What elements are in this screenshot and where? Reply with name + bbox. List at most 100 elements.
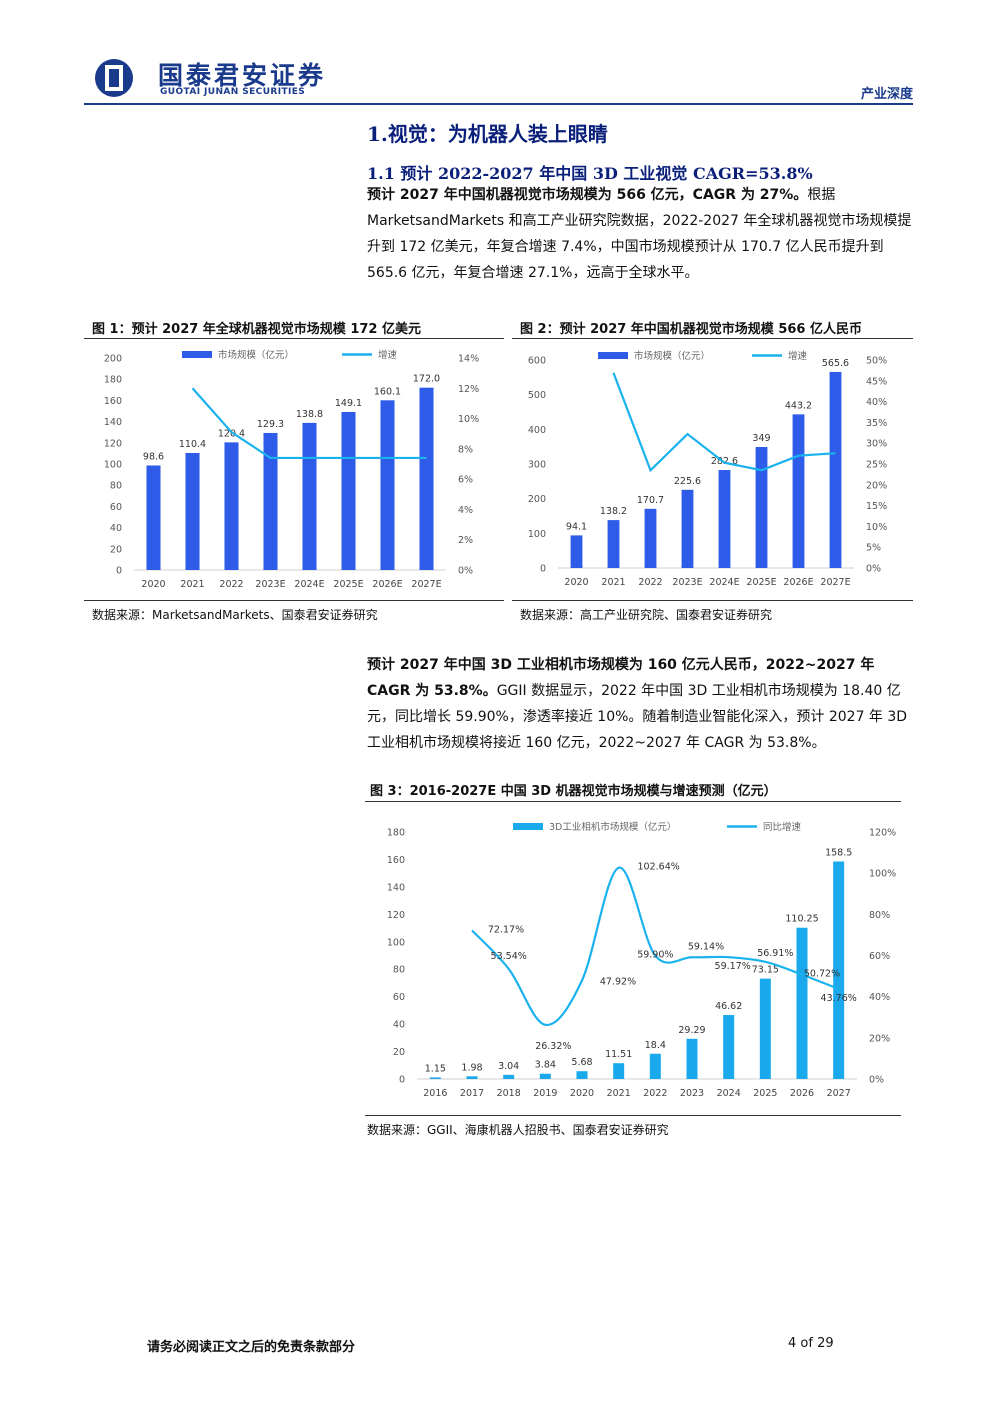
x-tick-label: 2019 (533, 1088, 557, 1099)
x-tick-label: 2024E (294, 579, 324, 590)
paragraph-2-lead: 预计 2027 年中国 3D 工业相机市场规模为 160 亿元人民币，2022~… (367, 657, 875, 699)
footer-disclaimer: 请务必阅读正文之后的免责条款部分 (147, 1340, 356, 1355)
y2-tick-label: 25% (866, 460, 887, 471)
bar-value-label: 1.15 (425, 1063, 446, 1074)
y2-tick-label: 0% (866, 564, 881, 575)
bar (607, 520, 620, 568)
bar (466, 1076, 478, 1079)
bar-value-label: 11.51 (605, 1049, 632, 1060)
y-tick-label: 100 (528, 529, 546, 540)
bar-value-label: 29.29 (678, 1025, 705, 1036)
bar-value-label: 110.25 (785, 914, 818, 925)
x-tick-label: 2016 (423, 1088, 447, 1099)
y2-tick-label: 5% (866, 543, 881, 554)
legend-label-line: 同比增速 (763, 821, 802, 833)
y-tick-label: 100 (387, 937, 405, 948)
bar (613, 1063, 625, 1079)
y2-tick-label: 80% (869, 910, 890, 921)
bar (681, 489, 694, 568)
bar-value-label: 158.5 (825, 848, 852, 859)
bar-value-label: 1.98 (461, 1062, 482, 1073)
fig2-chart: 0 100 200 300 400 500 600 0% 5% 10% 15% 20% 25% 30% 35… (528, 350, 887, 588)
y2-tick-label: 0% (869, 1075, 884, 1086)
bar-value-label: 110.4 (179, 439, 206, 450)
bar-value-label: 94.1 (566, 521, 587, 532)
x-tick-label: 2020 (570, 1088, 594, 1099)
y-tick-label: 160 (104, 396, 122, 407)
fig3-source: 数据来源：GGII、海康机器人招股书、国泰君安证券研究 (367, 1123, 669, 1137)
bar-value-label: 565.6 (822, 358, 849, 369)
bar-value-label: 5.68 (571, 1057, 592, 1068)
bar-value-label: 3.04 (498, 1061, 519, 1072)
fig2-bottom-rule (512, 600, 913, 601)
growth-line (471, 866, 840, 1026)
header-divider (84, 103, 913, 105)
logo-emblem-icon (95, 59, 133, 97)
y-tick-label: 180 (387, 828, 405, 839)
bar-value-label: 129.3 (257, 419, 284, 430)
x-tick-label: 2022 (643, 1088, 667, 1099)
bar-value-label: 443.2 (785, 400, 812, 411)
y2-tick-label: 100% (869, 869, 896, 880)
fig2-source: 数据来源：高工产业研究院、国泰君安证券研究 (520, 608, 773, 622)
y-tick-label: 140 (387, 882, 405, 893)
line-value-label: 43.76% (821, 993, 857, 1004)
y-tick-label: 600 (528, 356, 546, 367)
bar-value-label: 73.15 (752, 965, 779, 976)
fig1-source: 数据来源：MarketsandMarkets、国泰君安证券研究 (92, 608, 378, 622)
bar (829, 371, 842, 568)
y2-tick-label: 10% (866, 522, 887, 533)
y-tick-label: 40 (110, 523, 122, 534)
x-tick-label: 2023E (255, 579, 285, 590)
y2-tick-label: 15% (866, 501, 887, 512)
y-tick-label: 400 (528, 425, 546, 436)
fig1-bottom-rule (84, 600, 504, 601)
y-tick-label: 0 (116, 566, 122, 577)
bar (759, 978, 771, 1079)
line-value-label: 102.64% (638, 862, 680, 873)
growth-line (191, 387, 427, 460)
bar-value-label: 98.6 (143, 451, 164, 462)
x-tick-label: 2020 (141, 579, 165, 590)
bar (539, 1073, 551, 1079)
bar-value-label: 225.6 (674, 476, 701, 487)
bar (341, 411, 356, 570)
paragraph-1: 预计 2027 年中国机器视觉市场规模为 566 亿元，CAGR 为 27%。根… (367, 182, 913, 286)
bar-value-label: 349 (752, 433, 770, 444)
fig1-chart: 0 20 40 60 80 100 120 140 160 180 200 0% 2% 4% 6% 8% 10%… (104, 349, 479, 590)
y2-tick-label: 50% (866, 356, 887, 367)
bar (146, 465, 161, 570)
bar (570, 535, 583, 568)
x-tick-label: 2025 (753, 1088, 777, 1099)
y-tick-label: 60 (393, 992, 405, 1003)
bar (302, 422, 317, 570)
y2-tick-label: 40% (866, 397, 887, 408)
y-tick-label: 0 (540, 564, 546, 575)
fig2-title: 图 2：预计 2027 年中国机器视觉市场规模 566 亿人民币 (520, 322, 862, 337)
bar-value-label: 138.2 (600, 506, 627, 517)
line-value-label: 47.92% (600, 976, 636, 987)
page-number: 4 of 29 (788, 1336, 834, 1351)
y2-tick-label: 14% (458, 354, 479, 365)
section-heading: 1.视觉：为机器人装上眼睛 (367, 122, 608, 146)
line-value-label: 59.17% (715, 961, 751, 972)
x-tick-label: 2027E (820, 577, 850, 588)
y-tick-label: 60 (110, 502, 122, 513)
legend-label-line: 增速 (378, 349, 398, 361)
bar (263, 432, 278, 570)
bar-value-label: 18.4 (645, 1040, 666, 1051)
x-tick-label: 2018 (497, 1088, 521, 1099)
x-tick-label: 2026E (372, 579, 402, 590)
y-tick-label: 140 (104, 417, 122, 428)
bar (380, 400, 395, 570)
line-value-label: 50.72% (804, 969, 840, 980)
x-tick-label: 2025E (333, 579, 363, 590)
logo-text-cn: 国泰君安证券 (158, 61, 327, 90)
line-value-label: 56.91% (757, 948, 793, 959)
bar-value-label: 46.62 (715, 1001, 742, 1012)
fig3-top-rule (365, 801, 901, 802)
bar (723, 1015, 735, 1079)
y-tick-label: 100 (104, 460, 122, 471)
y2-tick-label: 2% (458, 535, 473, 546)
x-tick-label: 2023E (672, 577, 702, 588)
